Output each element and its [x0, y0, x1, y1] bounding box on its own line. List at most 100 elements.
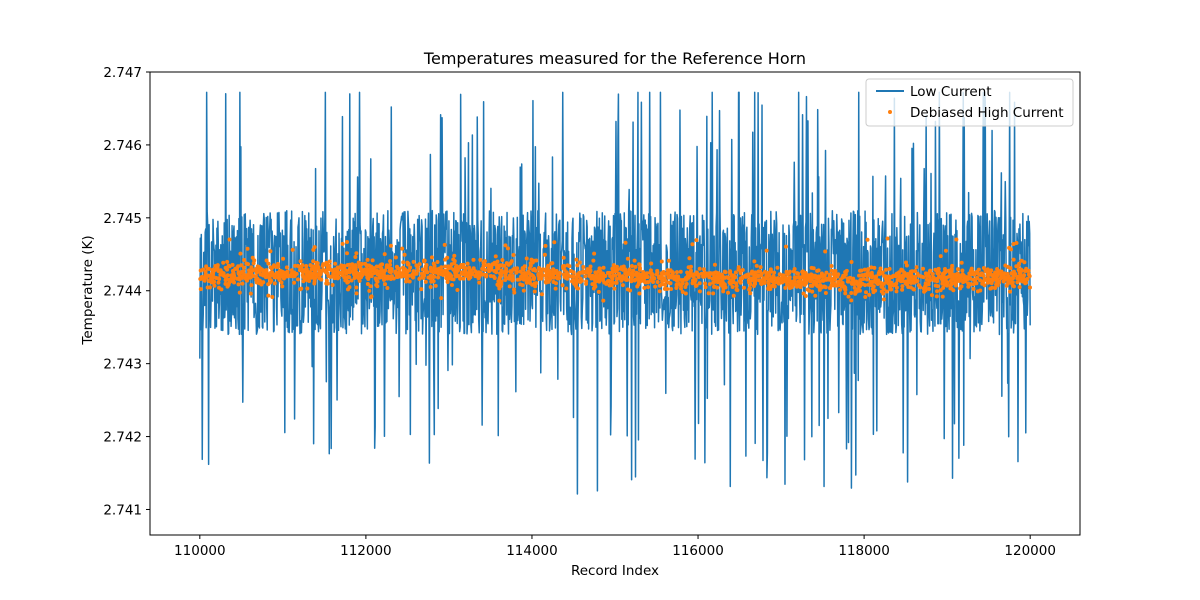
scatter-point	[809, 265, 814, 270]
scatter-point	[593, 284, 598, 289]
scatter-point	[276, 276, 281, 281]
scatter-point	[578, 280, 583, 285]
scatter-point	[668, 274, 673, 279]
scatter-point	[300, 263, 305, 268]
scatter-point	[222, 274, 227, 279]
scatter-point	[687, 256, 692, 261]
scatter-point	[995, 271, 1000, 276]
scatter-point	[199, 275, 204, 280]
scatter-point	[536, 271, 541, 276]
scatter-point	[550, 261, 555, 266]
scatter-point	[938, 274, 943, 279]
scatter-point	[554, 281, 559, 286]
scatter-point	[731, 279, 736, 284]
scatter-point	[721, 289, 726, 294]
scatter-point	[696, 275, 701, 280]
scatter-point	[712, 262, 717, 267]
scatter-point	[404, 279, 409, 284]
y-axis: 2.741 2.742 2.743 2.744 2.745 2.746 2.747	[103, 65, 150, 518]
scatter-point	[650, 275, 655, 280]
scatter-point	[571, 270, 576, 275]
scatter-point	[610, 266, 615, 271]
scatter-point	[528, 261, 533, 266]
scatter-point	[764, 248, 769, 253]
scatter-point	[862, 267, 867, 272]
scatter-point	[474, 271, 479, 276]
scatter-point	[232, 280, 237, 285]
scatter-point	[612, 286, 617, 291]
scatter-point	[929, 293, 934, 298]
scatter-point	[994, 282, 999, 287]
scatter-point	[803, 280, 808, 285]
scatter-point	[519, 274, 524, 279]
scatter-point	[592, 251, 597, 256]
scatter-point	[624, 277, 629, 282]
scatter-point	[703, 285, 708, 290]
scatter-point	[241, 265, 246, 270]
scatter-point	[733, 270, 738, 275]
scatter-point	[317, 276, 322, 281]
scatter-point	[227, 264, 232, 269]
scatter-point	[478, 270, 483, 275]
scatter-point	[680, 290, 685, 295]
scatter-point	[433, 283, 438, 288]
scatter-point	[823, 285, 828, 290]
scatter-point	[851, 279, 856, 284]
scatter-point	[832, 281, 837, 286]
scatter-point	[589, 276, 594, 281]
scatter-point	[486, 262, 491, 267]
scatter-point	[900, 287, 905, 292]
scatter-point	[503, 271, 508, 276]
scatter-point	[840, 275, 845, 280]
scatter-point	[923, 281, 928, 286]
scatter-point	[524, 256, 529, 261]
scatter-point	[731, 293, 736, 298]
scatter-point	[432, 263, 437, 268]
scatter-point	[798, 275, 803, 280]
scatter-point	[476, 276, 481, 281]
scatter-point	[266, 282, 271, 287]
scatter-point	[756, 269, 761, 274]
scatter-point	[672, 274, 677, 279]
scatter-point	[874, 274, 879, 279]
scatter-point	[455, 288, 460, 293]
scatter-point	[610, 280, 615, 285]
scatter-point	[551, 272, 556, 277]
scatter-point	[935, 284, 940, 289]
scatter-point	[281, 256, 286, 261]
scatter-point	[357, 262, 362, 267]
scatter-point	[510, 274, 515, 279]
scatter-point	[971, 286, 976, 291]
scatter-point	[272, 275, 277, 280]
scatter-point	[601, 298, 606, 303]
scatter-point	[843, 291, 848, 296]
x-tick-label: 120000	[1004, 543, 1056, 559]
scatter-point	[329, 267, 334, 272]
scatter-point	[385, 286, 390, 291]
scatter-point	[489, 265, 494, 270]
scatter-point	[863, 272, 868, 277]
scatter-point	[435, 260, 440, 265]
scatter-point	[467, 265, 472, 270]
scatter-point	[463, 269, 468, 274]
scatter-point	[843, 287, 848, 292]
scatter-point	[713, 270, 718, 275]
scatter-point	[544, 280, 549, 285]
scatter-point	[703, 281, 708, 286]
scatter-point	[1005, 281, 1010, 286]
scatter-point	[280, 271, 285, 276]
scatter-point	[903, 279, 908, 284]
scatter-point	[889, 287, 894, 292]
scatter-point	[477, 280, 482, 285]
scatter-point	[571, 277, 576, 282]
scatter-point	[227, 237, 232, 242]
scatter-point	[552, 240, 557, 245]
scatter-point	[846, 294, 851, 299]
scatter-point	[657, 283, 662, 288]
scatter-point	[266, 261, 271, 266]
scatter-point	[367, 288, 372, 293]
scatter-point	[497, 276, 502, 281]
scatter-point	[499, 268, 504, 273]
scatter-point	[941, 285, 946, 290]
scatter-point	[903, 260, 908, 265]
